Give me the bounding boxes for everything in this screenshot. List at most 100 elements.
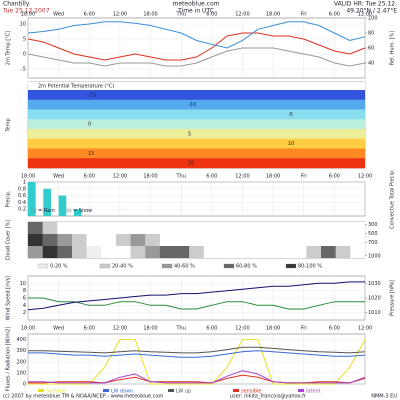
cloud-cell (174, 246, 190, 258)
time-label: 12:00 (358, 174, 372, 180)
temp-band (28, 148, 365, 159)
precip-bar (43, 188, 51, 216)
time-label: 6:00 (329, 174, 340, 180)
temp-band (28, 99, 365, 110)
copyright: (c) 2007 by meteoblue TM & NOAA/NCEP - w… (3, 394, 163, 400)
y-tick-label: 0.4 (18, 200, 26, 206)
time-label: 12:00 (358, 326, 372, 332)
cloud-cell (247, 246, 263, 258)
cloud-cell (28, 234, 43, 246)
legend-swatch (233, 389, 239, 392)
temp-band (28, 138, 365, 149)
cloud-cell (306, 246, 322, 258)
y2-tick-label: 60 (368, 46, 374, 52)
legend-label: LW up (176, 389, 191, 395)
series-line (27, 32, 366, 61)
user: user: nikita_francois@yahoo.fr (230, 394, 307, 400)
y-tick-label: 6 (23, 296, 26, 302)
legend-swatch (161, 263, 173, 269)
y-axis-label: Cloud Cover [%] (6, 220, 12, 261)
temp-band (28, 109, 365, 120)
cloud-cell (115, 246, 131, 258)
date: Tue 25.12.2007 (2, 8, 50, 15)
cloud-cell (189, 222, 205, 234)
y2-tick-label: 80 (368, 31, 374, 37)
cloud-cell (159, 246, 175, 258)
time-label: Thu (175, 12, 185, 18)
legend-swatch (103, 389, 109, 392)
cloud-cell (262, 234, 278, 246)
legend-label: = Snow (73, 208, 92, 214)
time-label: 12:00 (113, 326, 127, 332)
cloud-cell (350, 246, 366, 258)
y2-tick-label: 300 (368, 222, 378, 228)
cloud-cell (101, 222, 117, 234)
time-label: 18:00 (21, 326, 35, 332)
cloud-cell (189, 246, 205, 258)
time-label: 18:00 (21, 174, 35, 180)
location: Chantilly (3, 1, 30, 8)
time-label: 18:00 (143, 12, 157, 18)
y-tick-label: 200 (16, 359, 26, 365)
y2-axis-label: Pressure [hPa] (390, 280, 396, 316)
cloud-cell (247, 234, 263, 246)
legend-label: latent (306, 389, 321, 395)
cloud-cell (291, 234, 307, 246)
cloud-cell (28, 222, 43, 234)
cloud-cell (174, 234, 190, 246)
cloud-cell (262, 222, 278, 234)
time-label: 18:00 (143, 326, 157, 332)
y-tick-label: 10 (20, 281, 26, 287)
time-label: 6:00 (329, 12, 340, 18)
y-tick-label: 0.8 (18, 186, 26, 192)
time-label: Wed (53, 12, 64, 18)
y-tick-label: 10 (20, 22, 26, 28)
time-label: 18:00 (266, 12, 280, 18)
cloud-cell (57, 234, 73, 246)
time-label: Thu (175, 326, 185, 332)
cloud-cell (42, 222, 58, 234)
legend-swatch (37, 263, 49, 269)
precip-bar (28, 182, 36, 216)
time-label: 12:00 (113, 12, 127, 18)
time-label: 6:00 (329, 326, 340, 332)
time-label: 12:00 (358, 12, 372, 18)
time-label: 6:00 (84, 326, 95, 332)
cloud-cell (218, 222, 234, 234)
y2-tick-label: 500 (368, 231, 378, 237)
time-label: 18:00 (143, 174, 157, 180)
legend-label: LW down (111, 389, 133, 395)
legend-label: 20-40 % (112, 264, 133, 270)
time-label: 12:00 (235, 326, 249, 332)
cloud-cell (321, 246, 336, 258)
valid: VALID HR: Tue 25.12. (334, 1, 397, 8)
cloud-cell (86, 246, 102, 258)
cloud-cell (233, 246, 248, 258)
y-tick-label: 0 (23, 382, 26, 388)
y2-tick-label: 1030 (368, 281, 381, 287)
cloud-cell (350, 222, 366, 234)
cloud-cell (145, 234, 161, 246)
time-label: Thu (175, 174, 185, 180)
series-line (28, 339, 366, 385)
cloud-cell (130, 234, 146, 246)
legend-swatch (223, 263, 235, 269)
y-tick-label: -5 (21, 67, 26, 73)
time-label: 6:00 (206, 12, 217, 18)
legend-swatch (99, 263, 111, 269)
legend-label: 40-60 % (174, 264, 195, 270)
time-label: Wed (53, 174, 64, 180)
cloud-cell (291, 246, 307, 258)
cloud-cell (115, 222, 131, 234)
title-strip (28, 82, 365, 90)
cloud-cell (57, 222, 73, 234)
cloud-cell (306, 222, 322, 234)
model: NMM-3 EU (371, 394, 397, 400)
cloud-cell (262, 246, 278, 258)
cloud-cell (335, 246, 351, 258)
band-label: -5 (288, 112, 293, 118)
band-label: 20 (188, 161, 194, 167)
cloud-cell (218, 234, 234, 246)
precip-bar (73, 209, 82, 216)
